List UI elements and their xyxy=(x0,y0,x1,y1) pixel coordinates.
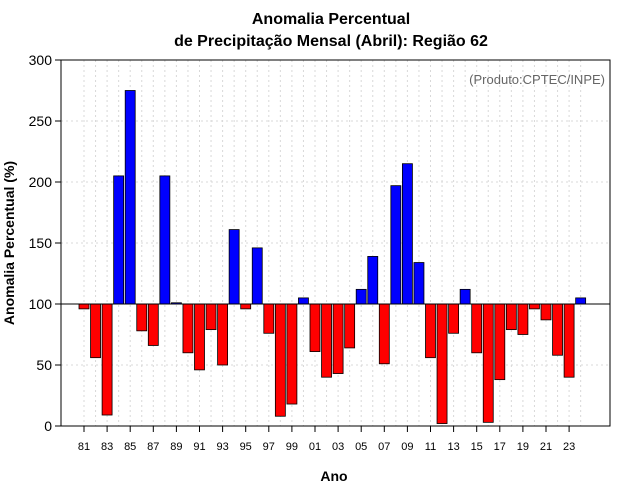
bar-15 xyxy=(471,303,483,354)
bar-94 xyxy=(228,229,240,305)
bar-81 xyxy=(78,303,90,310)
x-tick-label: 11 xyxy=(425,441,436,453)
bar-23 xyxy=(563,303,575,378)
x-tick-label: 17 xyxy=(494,441,506,453)
x-tick-label: 09 xyxy=(401,441,413,453)
x-tick-label: 95 xyxy=(240,441,252,453)
x-tick-label: 07 xyxy=(378,441,390,453)
x-tick-label: 89 xyxy=(170,441,182,453)
bar-12 xyxy=(436,303,448,424)
x-tick-label: 13 xyxy=(447,441,459,453)
x-tick-label: 97 xyxy=(263,441,275,453)
y-tick-label: 50 xyxy=(36,357,52,373)
x-tick-label: 05 xyxy=(355,441,367,453)
y-axis: 0 50 100 150 200 250 300 xyxy=(29,52,61,434)
bar-96 xyxy=(251,247,263,305)
bar-95 xyxy=(240,303,252,310)
bar-16 xyxy=(482,303,494,423)
x-tick-label: 87 xyxy=(147,441,159,453)
bar-18 xyxy=(505,303,517,331)
bar-02 xyxy=(321,303,332,378)
bar-21 xyxy=(540,303,552,321)
bar-13 xyxy=(448,303,460,334)
y-tick-label: 100 xyxy=(29,296,53,312)
bar-83 xyxy=(101,303,113,416)
bar-00 xyxy=(298,297,309,305)
bar-11 xyxy=(425,303,436,359)
x-tick-label: 81 xyxy=(78,441,90,453)
bar-90 xyxy=(182,303,194,354)
bar-99 xyxy=(286,303,298,405)
bar-01 xyxy=(309,303,321,352)
y-tick-label: 200 xyxy=(29,174,53,190)
chart-title-line-2: de Precipitação Mensal (Abril): Região 6… xyxy=(174,33,488,50)
bar-14 xyxy=(459,288,471,305)
y-tick-label: 250 xyxy=(29,113,53,129)
bar-24 xyxy=(575,297,587,305)
x-tick-label: 83 xyxy=(101,441,113,453)
bar-05 xyxy=(355,288,367,305)
x-axis-label: Ano xyxy=(320,468,347,484)
y-tick-label: 300 xyxy=(29,52,53,68)
bar-10 xyxy=(413,262,425,305)
bar-84 xyxy=(113,175,125,305)
bar-08 xyxy=(390,185,402,305)
bar-22 xyxy=(552,303,563,356)
bar-20 xyxy=(529,303,540,310)
x-tick-label: 19 xyxy=(517,441,529,453)
x-axis: 81 83 85 87 89 91 93 95 97 99 01 03 05 07 09 11 13 15 17 19… xyxy=(78,426,575,453)
bar-86 xyxy=(136,303,148,332)
bar-87 xyxy=(147,303,159,346)
bar-91 xyxy=(194,303,205,371)
chart-title-line-1: Anomalia Percentual xyxy=(252,11,410,28)
bar-07 xyxy=(378,303,390,365)
bar-97 xyxy=(263,303,275,334)
bar-04 xyxy=(344,303,356,349)
bar-92 xyxy=(205,303,217,331)
y-tick-label: 0 xyxy=(44,418,52,434)
y-axis-label: Anomalia Percentual (%) xyxy=(1,161,17,325)
x-tick-label: 91 xyxy=(193,441,205,453)
y-tick-label: 150 xyxy=(29,235,53,251)
bar-82 xyxy=(90,303,101,359)
x-tick-label: 93 xyxy=(216,441,228,453)
x-tick-label: 21 xyxy=(540,441,552,453)
x-tick-label: 23 xyxy=(563,441,575,453)
x-tick-label: 99 xyxy=(286,441,298,453)
bar-19 xyxy=(517,303,529,335)
bar-93 xyxy=(217,303,229,366)
bar-17 xyxy=(494,303,506,381)
x-tick-label: 85 xyxy=(124,441,136,453)
bar-88 xyxy=(159,175,171,305)
bar-09 xyxy=(401,163,413,305)
x-tick-label: 15 xyxy=(471,441,483,453)
bars xyxy=(78,90,587,424)
x-tick-label: 03 xyxy=(332,441,344,453)
bar-03 xyxy=(332,303,344,374)
bar-98 xyxy=(274,303,286,417)
x-tick-label: 01 xyxy=(309,441,321,453)
bar-85 xyxy=(124,90,136,305)
bar-06 xyxy=(367,256,379,305)
credit-label: (Produto:CPTEC/INPE) xyxy=(469,72,605,87)
